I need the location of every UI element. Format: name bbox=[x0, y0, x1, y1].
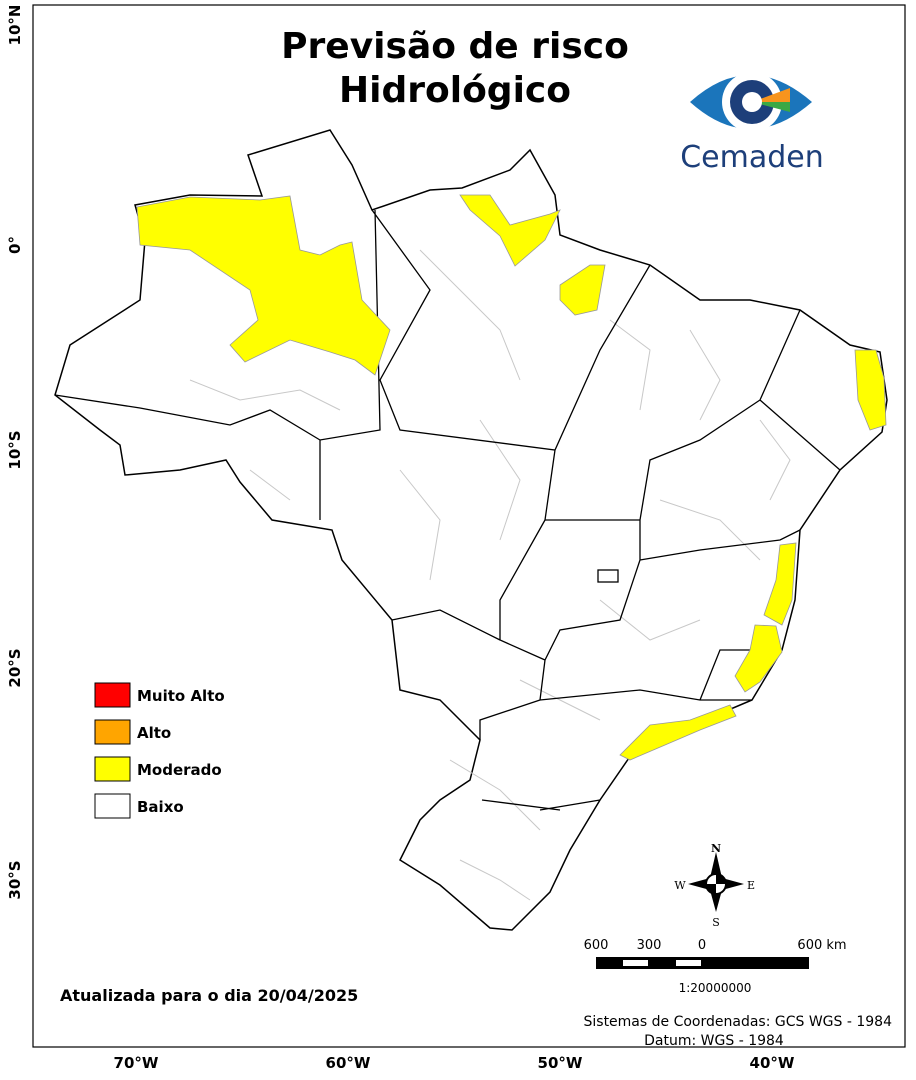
scale-label: 300 bbox=[637, 938, 662, 953]
latitude-label: 20°S bbox=[6, 648, 24, 687]
logo-text: Cemaden bbox=[680, 140, 824, 175]
legend-swatch bbox=[94, 719, 131, 745]
compass-label: S bbox=[712, 916, 720, 929]
scale-label: 600 bbox=[584, 938, 609, 953]
risk-area bbox=[136, 195, 391, 376]
scale-ratio: 1:20000000 bbox=[679, 981, 752, 995]
legend-label: Moderado bbox=[137, 761, 222, 779]
longitude-label: 70°W bbox=[114, 1054, 159, 1072]
scale-bar: 600 300 0 600 km 1:20000000 bbox=[584, 938, 847, 995]
scale-label: 600 km bbox=[797, 938, 846, 953]
latitude-label: 10°N bbox=[6, 5, 24, 46]
legend-swatch bbox=[94, 793, 131, 819]
update-note: Atualizada para o dia 20/04/2025 bbox=[60, 986, 358, 1005]
compass: N S E W bbox=[674, 842, 755, 929]
risk-area bbox=[854, 349, 887, 431]
legend: Muito Alto Alto Moderado Baixo bbox=[94, 682, 225, 819]
risk-area bbox=[734, 624, 783, 693]
latitude-label: 30°S bbox=[6, 860, 24, 899]
state-boundaries bbox=[54, 209, 841, 811]
logo: Cemaden bbox=[680, 72, 824, 175]
legend-label: Alto bbox=[137, 724, 171, 742]
compass-label: E bbox=[747, 879, 755, 892]
risk-area bbox=[619, 704, 737, 761]
longitude-labels: 70°W 60°W 50°W 40°W bbox=[114, 1054, 795, 1072]
risk-area bbox=[763, 542, 797, 626]
title-line: Hidrológico bbox=[339, 70, 571, 111]
latitude-labels: 10°N 0° 10°S 20°S 30°S bbox=[6, 5, 24, 900]
title-line: Previsão de risco bbox=[281, 26, 629, 67]
longitude-label: 50°W bbox=[538, 1054, 583, 1072]
legend-swatch bbox=[94, 756, 131, 782]
latitude-label: 10°S bbox=[6, 430, 24, 469]
legend-label: Muito Alto bbox=[137, 687, 225, 705]
datum: Datum: WGS - 1984 bbox=[644, 1033, 784, 1049]
risk-area bbox=[459, 194, 561, 267]
scale-label: 0 bbox=[698, 938, 706, 953]
federal-district bbox=[597, 569, 619, 583]
moderate-risk-areas bbox=[136, 194, 887, 761]
legend-label: Baixo bbox=[137, 798, 184, 816]
longitude-label: 40°W bbox=[750, 1054, 795, 1072]
coordinate-system: Sistemas de Coordenadas: GCS WGS - 1984 bbox=[584, 1014, 893, 1030]
compass-label: W bbox=[674, 879, 686, 892]
legend-swatch bbox=[94, 682, 131, 708]
longitude-label: 60°W bbox=[326, 1054, 371, 1072]
latitude-label: 0° bbox=[6, 236, 24, 254]
risk-area bbox=[559, 264, 606, 316]
municipal-boundaries bbox=[189, 249, 791, 901]
compass-label: N bbox=[711, 842, 721, 855]
